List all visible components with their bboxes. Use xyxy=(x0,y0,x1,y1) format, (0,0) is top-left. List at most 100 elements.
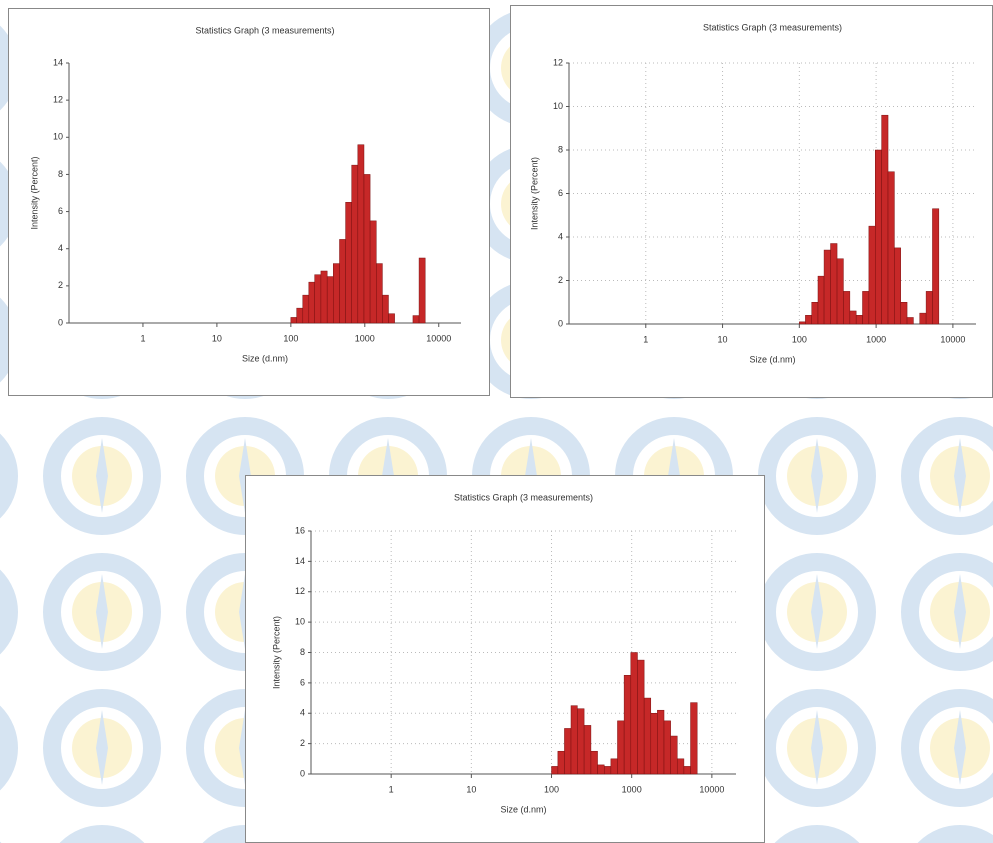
y-tick-label: 8 xyxy=(58,169,63,179)
bar xyxy=(297,308,303,323)
y-tick-label: 6 xyxy=(300,677,305,687)
x-tick-label: 100 xyxy=(283,333,298,343)
bar xyxy=(677,759,684,774)
chart: Statistics Graph (3 measurements) Size (d… xyxy=(510,5,993,398)
bar xyxy=(309,282,315,323)
bar xyxy=(631,653,638,775)
bar xyxy=(869,226,875,324)
y-tick-label: 4 xyxy=(300,708,305,718)
y-tick-label: 0 xyxy=(58,317,63,327)
bar xyxy=(558,751,565,774)
bar xyxy=(850,311,856,324)
x-tick-label: 1 xyxy=(643,334,648,344)
bar xyxy=(863,291,869,324)
y-tick-label: 6 xyxy=(558,188,563,198)
x-tick-label: 1000 xyxy=(355,333,375,343)
bar xyxy=(321,271,327,323)
y-tick-label: 14 xyxy=(295,556,305,566)
bar xyxy=(303,295,309,323)
bar xyxy=(315,275,321,323)
y-tick-label: 14 xyxy=(53,57,63,67)
bar xyxy=(926,291,932,324)
chart-title: Statistics Graph (3 measurements) xyxy=(195,25,334,35)
y-tick-label: 6 xyxy=(58,206,63,216)
bar xyxy=(818,276,824,324)
y-tick-label: 10 xyxy=(295,617,305,627)
y-tick-label: 4 xyxy=(58,243,63,253)
bar xyxy=(327,277,333,323)
bar xyxy=(824,250,830,324)
x-axis-label: Size (d.nm) xyxy=(242,353,288,363)
bar xyxy=(875,150,881,324)
bar xyxy=(364,174,370,323)
y-tick-label: 4 xyxy=(558,231,563,241)
x-tick-label: 10 xyxy=(718,334,728,344)
x-tick-label: 10000 xyxy=(940,334,965,344)
bar xyxy=(352,165,358,323)
bar xyxy=(419,258,425,323)
y-tick-label: 8 xyxy=(300,647,305,657)
y-tick-label: 0 xyxy=(558,318,563,328)
chart-title: Statistics Graph (3 measurements) xyxy=(703,22,842,32)
bar xyxy=(920,313,926,324)
bar xyxy=(552,766,558,774)
bar xyxy=(577,709,584,774)
x-tick-label: 10 xyxy=(466,784,476,794)
bar xyxy=(598,765,605,774)
bar xyxy=(888,172,894,324)
bar xyxy=(413,316,419,323)
y-tick-label: 10 xyxy=(53,132,63,142)
bar xyxy=(340,239,346,323)
chart-title: Statistics Graph (3 measurements) xyxy=(454,492,593,502)
bar xyxy=(932,209,938,324)
bar xyxy=(376,264,382,323)
x-tick-label: 1 xyxy=(140,333,145,343)
bar xyxy=(837,259,843,324)
bar xyxy=(637,660,644,774)
bar xyxy=(370,221,376,323)
bar xyxy=(805,315,811,324)
x-tick-label: 1000 xyxy=(866,334,886,344)
y-axis-label: Intensity (Percent) xyxy=(29,156,39,229)
y-axis-label: Intensity (Percent) xyxy=(271,616,281,689)
x-tick-label: 1000 xyxy=(622,784,642,794)
bar xyxy=(691,703,698,774)
bar xyxy=(684,766,691,774)
bar xyxy=(664,721,671,774)
bar xyxy=(651,713,658,774)
bar xyxy=(831,244,838,324)
bar xyxy=(671,736,678,774)
y-tick-label: 2 xyxy=(558,275,563,285)
page: {"chart_data": [ {"type": "histogram", "… xyxy=(0,0,993,843)
y-tick-label: 16 xyxy=(295,525,305,535)
bar xyxy=(901,302,907,324)
x-tick-label: 100 xyxy=(792,334,807,344)
bar xyxy=(584,725,591,774)
bar xyxy=(843,291,849,324)
chart: Statistics Graph (3 measurements) Size (d… xyxy=(8,8,490,396)
bar xyxy=(604,766,611,774)
y-tick-label: 12 xyxy=(553,57,563,67)
y-tick-label: 12 xyxy=(295,586,305,596)
chart: Statistics Graph (3 measurements)Size (d… xyxy=(245,475,765,843)
bar xyxy=(611,759,618,774)
x-tick-label: 10000 xyxy=(426,333,451,343)
bar xyxy=(812,302,818,324)
bar xyxy=(907,317,913,324)
bar xyxy=(346,202,352,323)
y-axis-label: Intensity (Percent) xyxy=(529,157,539,230)
bar xyxy=(624,675,631,774)
bar xyxy=(388,314,394,323)
bar xyxy=(382,295,388,323)
x-tick-label: 10000 xyxy=(699,784,724,794)
bar xyxy=(894,248,900,324)
x-axis-label: Size (d.nm) xyxy=(749,354,795,364)
bar xyxy=(617,721,624,774)
y-tick-label: 0 xyxy=(300,768,305,778)
bar xyxy=(571,706,577,774)
y-tick-label: 10 xyxy=(553,101,563,111)
y-tick-label: 12 xyxy=(53,95,63,105)
bar xyxy=(591,751,598,774)
bar xyxy=(657,710,664,774)
bar xyxy=(291,317,297,323)
